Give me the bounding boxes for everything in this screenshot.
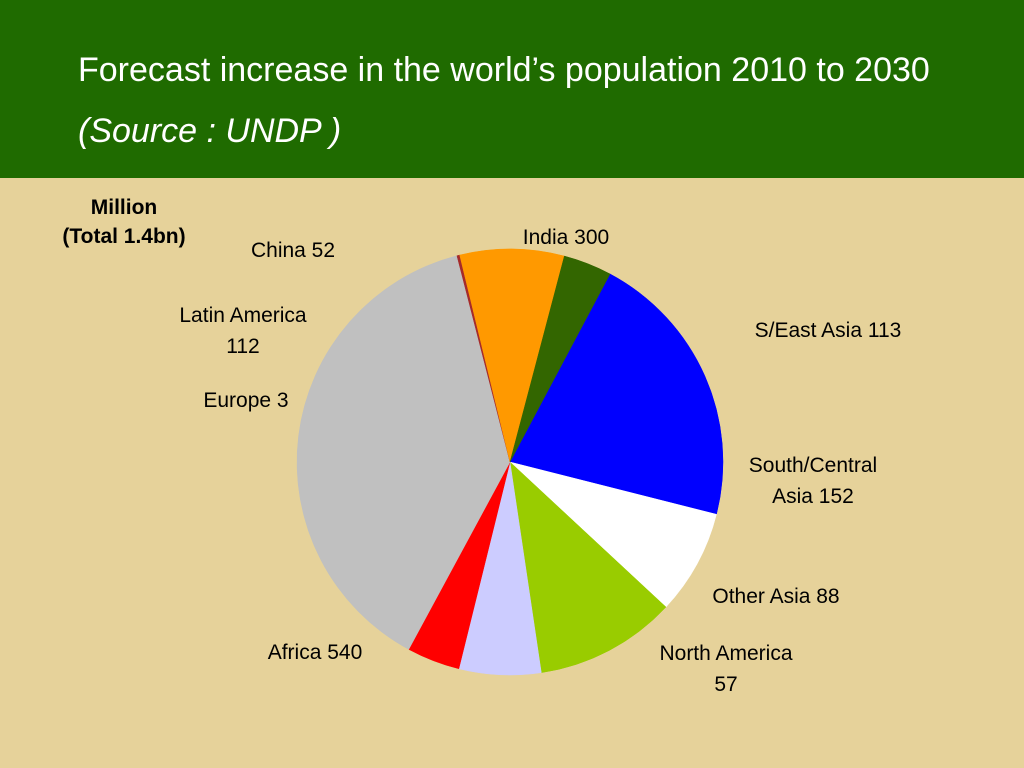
title-bar: Forecast increase in the world’s populat…	[0, 0, 1024, 178]
pie-label-china: China 52	[251, 239, 335, 262]
pie-slices	[296, 248, 724, 676]
pie-labels: India 300 S/East Asia 113 South/Central Asi…	[179, 226, 901, 696]
pie-label-south-central-asia: South/Central Asia 152	[749, 454, 877, 508]
title-main: Forecast increase in the world’s populat…	[78, 51, 930, 89]
pie-label-africa: Africa 540	[268, 641, 363, 664]
unit-label-line2: (Total 1.4bn)	[62, 225, 186, 248]
pie-slice-s-east-asia	[509, 461, 717, 608]
pie-label-s-east-asia: S/East Asia 113	[755, 319, 902, 342]
pie-label-india: India 300	[523, 226, 609, 249]
pie-slice-africa	[296, 255, 511, 650]
page-title: Forecast increase in the world’s populat…	[78, 40, 978, 162]
pie-label-latin-america: Latin America 112	[179, 304, 307, 358]
pie-label-other-asia: Other Asia 88	[712, 585, 839, 608]
pie-label-north-america: North America 57	[659, 642, 792, 696]
pie-label-europe: Europe 3	[203, 389, 288, 412]
pie-slice-south-central-asia	[509, 461, 667, 673]
unit-label: Million (Total 1.4bn)	[38, 193, 210, 251]
pie-slice-india	[509, 273, 724, 515]
pie-slice-latin-america	[459, 248, 565, 463]
title-source: (Source : UNDP )	[78, 112, 342, 150]
unit-label-line1: Million	[90, 196, 158, 219]
pie-slice-china	[509, 255, 611, 463]
